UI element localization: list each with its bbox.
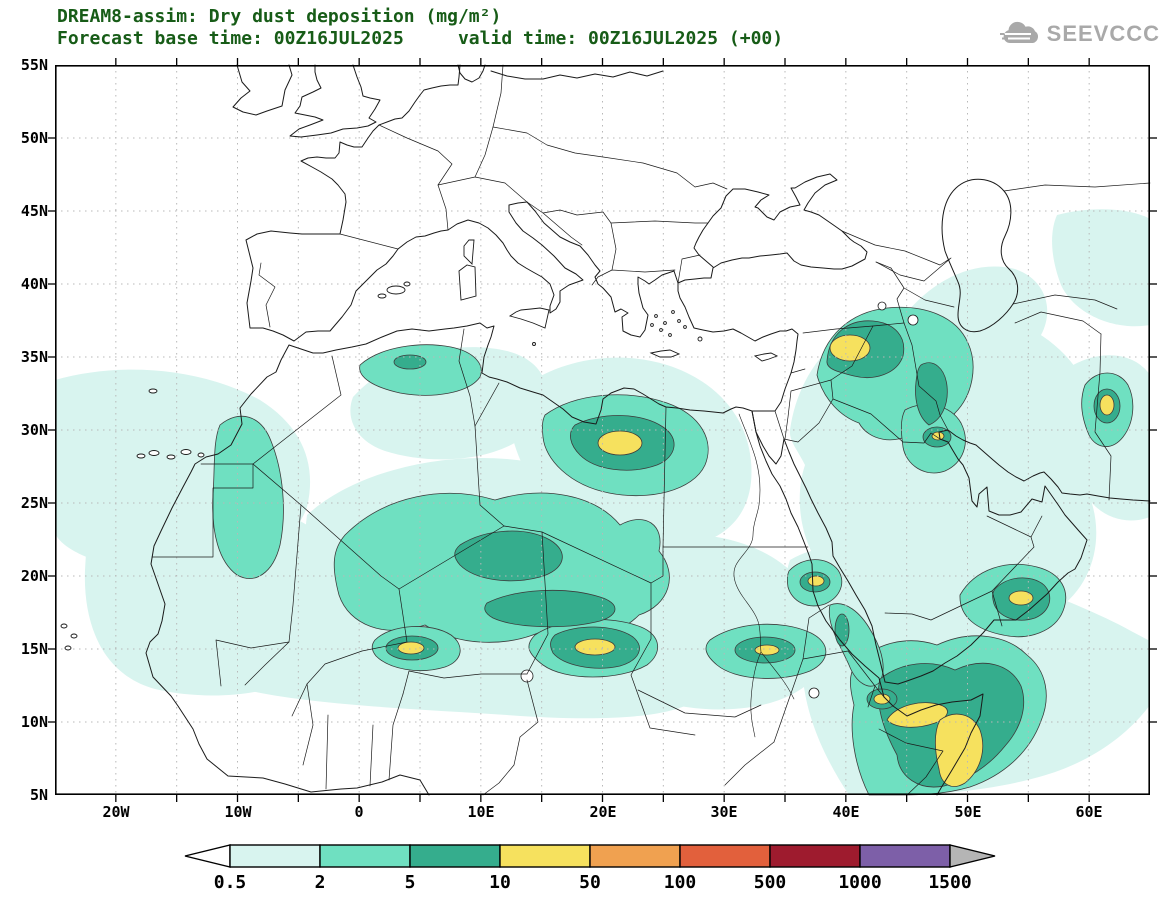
lat-label-10n: 10N xyxy=(20,713,48,731)
cyprus-island xyxy=(753,352,779,362)
graticule-grid xyxy=(55,65,1150,795)
adriatic-greece-coastline xyxy=(526,201,679,338)
sicily-island xyxy=(508,307,550,329)
dust-peak xyxy=(931,431,945,441)
lon-label-10e: 10E xyxy=(467,803,495,821)
cape-verde-islands xyxy=(60,623,78,651)
colorbar-segment-500-1000 xyxy=(769,844,861,868)
ireland-coastline xyxy=(232,64,293,116)
lake-van xyxy=(877,301,887,311)
geography-layer xyxy=(60,64,1151,796)
plot-title: DREAM8-assim: Dry dust deposition (mg/m²… xyxy=(57,6,502,27)
britain-coastline xyxy=(289,64,381,138)
dust-peak xyxy=(754,644,780,656)
levant-turkey-blacksea-coastline xyxy=(677,173,868,412)
logo-text: SEEVCCC xyxy=(1046,21,1160,46)
lat-label-25n: 25N xyxy=(20,494,48,512)
africa-coastline xyxy=(145,322,984,796)
dust-blob xyxy=(359,344,482,396)
legend-value-50: 50 xyxy=(579,872,601,893)
lat-label-45n: 45N xyxy=(20,202,48,220)
seevccc-logo: SEEVCCC xyxy=(999,16,1160,52)
colorbar-segment-0.5-2 xyxy=(229,844,321,868)
dust-blob xyxy=(203,618,705,719)
sardinia-island xyxy=(458,264,477,301)
lon-label-20e: 20E xyxy=(589,803,617,821)
canary-madeira-islands xyxy=(136,388,205,460)
crete-island xyxy=(649,349,681,358)
dust-core xyxy=(484,589,616,628)
caspian-sea-outline xyxy=(941,178,1019,333)
colorbar-arrow-below-min xyxy=(184,844,231,868)
aegean-islands xyxy=(532,310,703,346)
lon-label-60e: 60E xyxy=(1075,803,1103,821)
lat-label-5n: 5N xyxy=(29,786,48,804)
lat-label-15n: 15N xyxy=(20,640,48,658)
colorbar-segment-100-500 xyxy=(679,844,771,868)
legend-value-1500: 1500 xyxy=(928,872,972,893)
colorbar-segment-2-5 xyxy=(319,844,411,868)
nile-river xyxy=(733,413,795,738)
lon-label-40e: 40E xyxy=(832,803,860,821)
italy-coastline xyxy=(447,201,584,314)
colorbar xyxy=(184,844,996,868)
dust-peak xyxy=(873,693,891,705)
dust-blob xyxy=(1052,209,1150,327)
balearic-islands xyxy=(377,281,411,299)
suez-canal-line xyxy=(751,410,757,433)
lake-tana xyxy=(808,687,820,699)
dust-core xyxy=(393,354,427,370)
colorbar-segment-10-50 xyxy=(499,844,591,868)
lon-label-0: 0 xyxy=(354,803,364,821)
lat-label-20n: 20N xyxy=(20,567,48,585)
iberia-france-coastline xyxy=(245,64,461,342)
middle-east-borders xyxy=(677,182,1151,627)
lat-label-50n: 50N xyxy=(20,129,48,147)
legend-value-1000: 1000 xyxy=(838,872,882,893)
cloud-icon xyxy=(999,21,1038,43)
jutland-coastline xyxy=(457,64,486,83)
colorbar-segment-1000-1500 xyxy=(859,844,951,868)
baltic-coastline xyxy=(490,70,664,80)
dust-peak xyxy=(1099,394,1115,416)
legend-value-500: 500 xyxy=(753,872,787,893)
lat-label-55n: 55N xyxy=(20,56,48,74)
africa-borders xyxy=(151,328,944,796)
lat-label-30n: 30N xyxy=(20,421,48,439)
legend-value-10: 10 xyxy=(489,872,511,893)
europe-borders xyxy=(258,64,728,328)
dust-peak xyxy=(807,575,825,587)
lat-label-40n: 40N xyxy=(20,275,48,293)
legend-value-5: 5 xyxy=(404,872,416,893)
dust-core xyxy=(454,530,563,582)
arabia-coastline xyxy=(755,429,1151,685)
colorbar-arrow-above-max xyxy=(949,844,996,868)
dust-peak xyxy=(397,641,425,655)
colorbar-segment-50-100 xyxy=(589,844,681,868)
corsica-island xyxy=(463,239,475,266)
dust-peak xyxy=(886,702,948,728)
dust-core xyxy=(834,613,850,647)
lat-label-35n: 35N xyxy=(20,348,48,366)
axis-ticks xyxy=(48,58,1157,802)
dust-peak xyxy=(597,430,643,456)
legend-value-100: 100 xyxy=(663,872,697,893)
legend-value-0.5: 0.5 xyxy=(213,872,247,893)
legend-value-2: 2 xyxy=(314,872,326,893)
dust-peak xyxy=(574,638,616,656)
lon-label-30e: 30E xyxy=(710,803,738,821)
lake-urmia xyxy=(907,314,919,326)
dust-contour-level-5-10 xyxy=(385,320,1121,788)
dust-peak xyxy=(1008,590,1034,606)
map-frame xyxy=(55,65,1151,796)
lon-label-20w: 20W xyxy=(102,803,130,821)
plot-subtitle-times: Forecast base time: 00Z16JUL2025 valid t… xyxy=(57,28,784,49)
map-canvas xyxy=(48,58,1157,802)
lake-chad xyxy=(520,669,534,683)
lon-label-10w: 10W xyxy=(224,803,252,821)
dust-peak xyxy=(829,334,871,362)
lon-label-50e: 50E xyxy=(954,803,982,821)
colorbar-segment-5-10 xyxy=(409,844,501,868)
